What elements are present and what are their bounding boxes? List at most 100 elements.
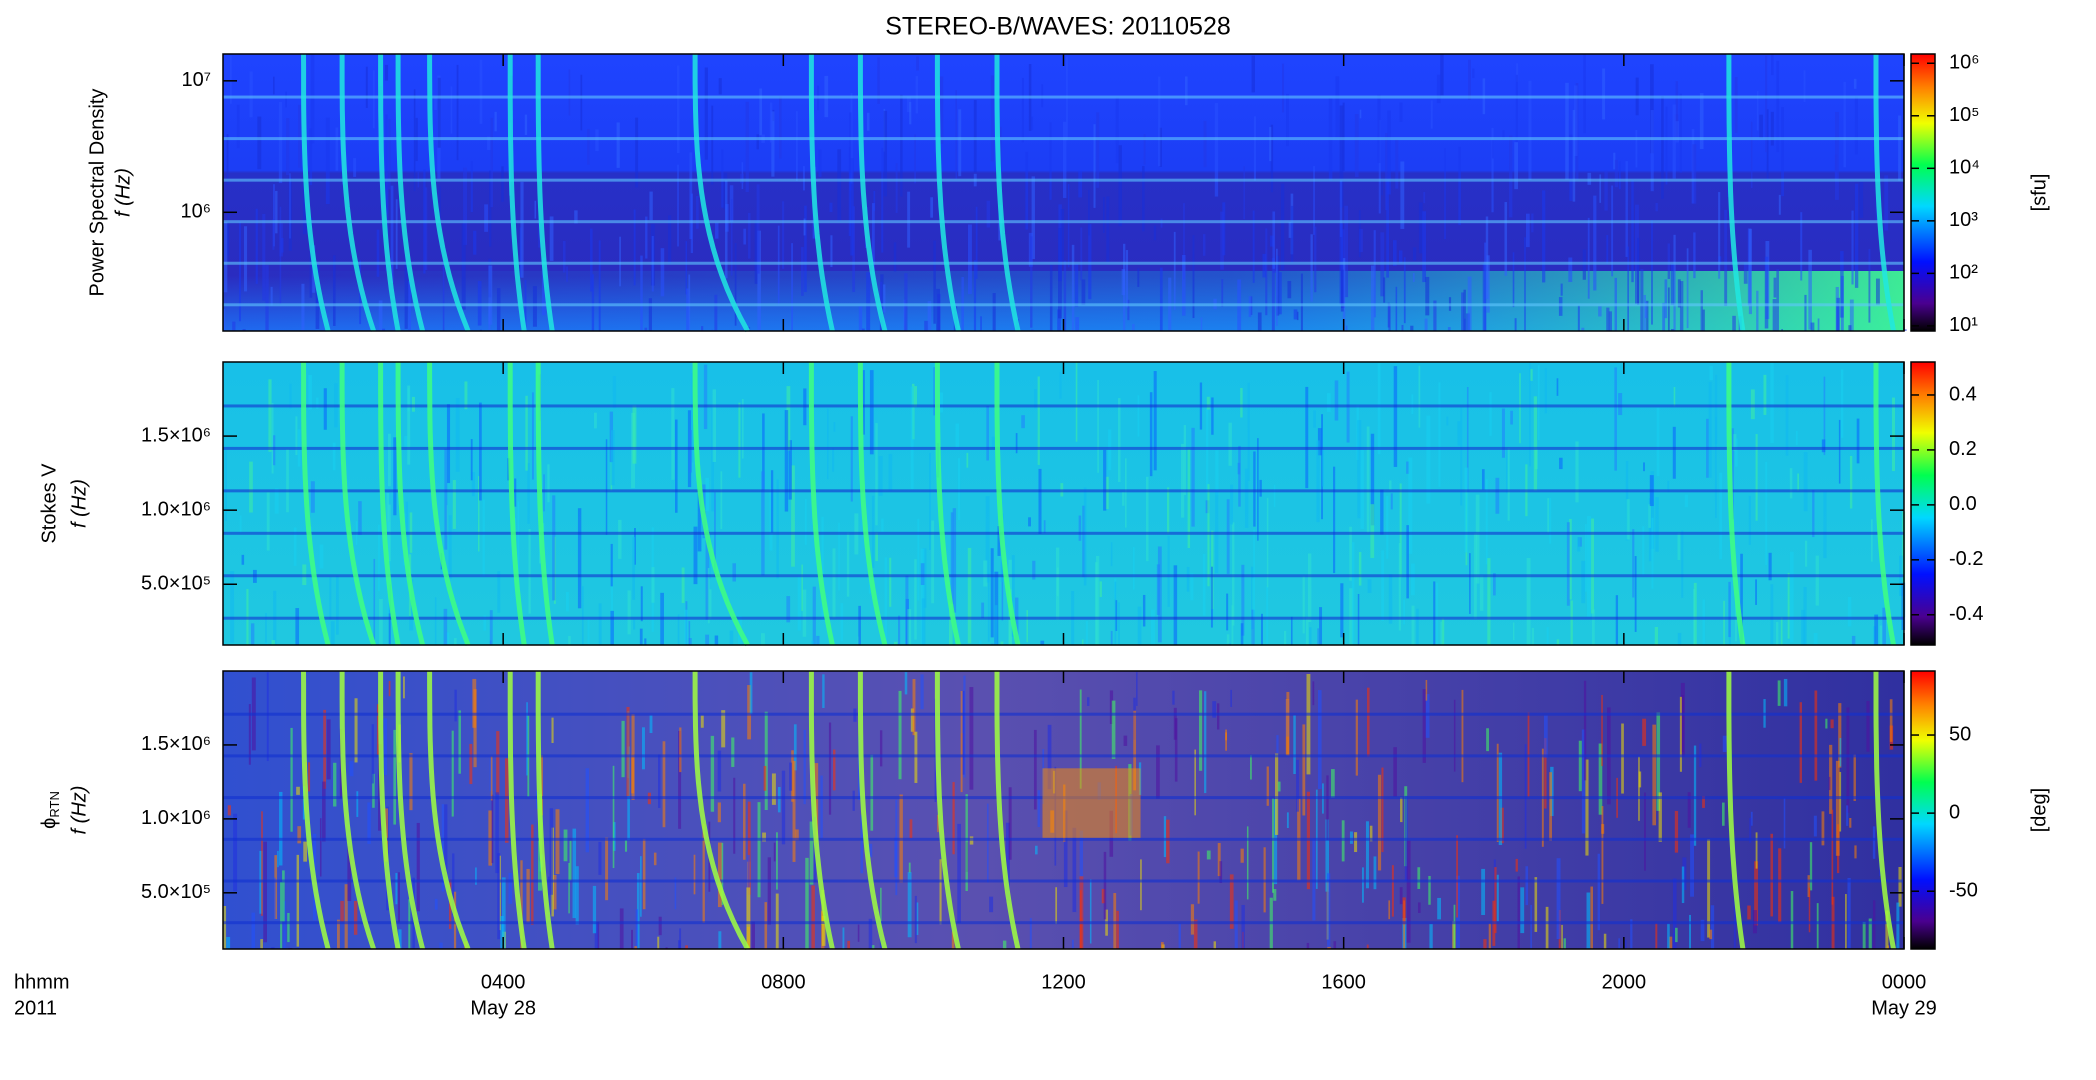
image-texture: [1693, 232, 1696, 279]
image-texture: [250, 623, 255, 645]
image-texture: [1234, 900, 1238, 949]
image-band: [223, 754, 1904, 758]
image-texture: [1839, 738, 1842, 767]
image-texture: [1598, 743, 1603, 815]
burst-streak: [692, 54, 750, 333]
image-texture: [644, 638, 647, 645]
burst-streak: [857, 54, 888, 332]
image-texture: [1103, 449, 1107, 511]
image-texture: [298, 104, 302, 168]
image-texture: [577, 508, 582, 609]
image-texture: [1342, 258, 1346, 331]
image-texture: [1755, 579, 1757, 605]
image-texture: [1834, 154, 1838, 181]
image-texture: [1816, 903, 1819, 949]
image-texture: [1333, 941, 1337, 949]
image-texture: [767, 857, 771, 925]
image-texture: [832, 447, 835, 472]
image-texture: [1417, 902, 1421, 913]
image-texture: [479, 402, 482, 501]
image-texture: [1675, 927, 1678, 943]
image-texture: [1358, 552, 1362, 586]
image-texture: [1866, 700, 1870, 752]
image-texture: [470, 160, 473, 213]
image-texture: [779, 96, 782, 159]
image-texture: [388, 119, 391, 190]
image-texture: [1426, 415, 1431, 504]
spectrogram-image: [223, 670, 1904, 951]
image-texture: [1776, 269, 1779, 331]
burst-streak: [994, 362, 1021, 646]
image-texture: [612, 765, 615, 869]
image-texture: [781, 770, 786, 845]
image-texture: [271, 640, 276, 645]
image-texture: [1341, 820, 1345, 862]
image-texture: [1056, 547, 1060, 620]
image-texture: [1305, 386, 1309, 489]
image-texture: [1656, 712, 1661, 811]
image-texture: [837, 149, 842, 222]
image-texture: [1388, 900, 1391, 920]
burst-streak: [301, 53, 331, 332]
image-texture: [725, 180, 728, 279]
image-texture: [1516, 63, 1519, 82]
image-texture: [332, 255, 336, 326]
image-texture: [962, 690, 965, 775]
image-texture: [273, 184, 275, 247]
image-texture: [1585, 759, 1589, 856]
image-texture: [1568, 257, 1573, 282]
image-texture: [1030, 236, 1033, 328]
image-texture: [809, 821, 814, 885]
image-texture: [1305, 617, 1309, 645]
image-texture: [1776, 60, 1780, 153]
image-texture: [1081, 279, 1086, 306]
burst-streak: [1726, 362, 1746, 646]
image-texture: [1250, 755, 1252, 780]
image-texture: [1269, 127, 1272, 162]
burst-streak: [535, 54, 555, 332]
image-texture: [1316, 440, 1320, 523]
image-texture: [286, 118, 290, 176]
image-texture: [482, 499, 485, 577]
image-texture: [756, 134, 759, 150]
image-texture: [1340, 583, 1344, 638]
image-texture: [929, 452, 931, 550]
image-texture: [236, 104, 240, 149]
image-texture: [376, 229, 380, 277]
image-band: [223, 574, 1904, 578]
image-texture: [989, 896, 994, 913]
image-texture: [1153, 225, 1157, 241]
image-texture: [1031, 116, 1034, 131]
image-texture: [1485, 479, 1488, 565]
image-texture: [1789, 551, 1794, 643]
image-texture: [1722, 802, 1725, 826]
image-texture: [883, 110, 888, 197]
image-texture: [1037, 376, 1040, 465]
image-texture: [1117, 398, 1121, 483]
image-texture: [987, 803, 989, 883]
image-texture: [1340, 269, 1344, 312]
image-texture: [994, 605, 998, 645]
date-label: May 29: [1871, 997, 1937, 1019]
image-texture: [1537, 365, 1540, 441]
burst-streak: [1873, 362, 1896, 646]
image-texture: [967, 547, 972, 644]
image-texture: [1723, 600, 1725, 645]
image-texture: [335, 575, 339, 635]
image-texture: [1241, 904, 1245, 949]
image-texture: [1137, 606, 1142, 645]
image-texture: [1190, 573, 1194, 601]
image-texture: [605, 837, 609, 901]
image-texture: [1598, 306, 1602, 317]
image-texture: [1496, 743, 1499, 842]
image-texture: [463, 167, 468, 245]
image-texture: [1318, 690, 1322, 789]
image-texture: [1651, 220, 1653, 325]
image-texture: [1072, 827, 1077, 913]
image-texture: [1481, 868, 1486, 915]
image-texture: [833, 749, 836, 791]
image-texture: [397, 872, 400, 923]
image-texture: [1435, 582, 1439, 645]
image-texture: [949, 601, 953, 645]
